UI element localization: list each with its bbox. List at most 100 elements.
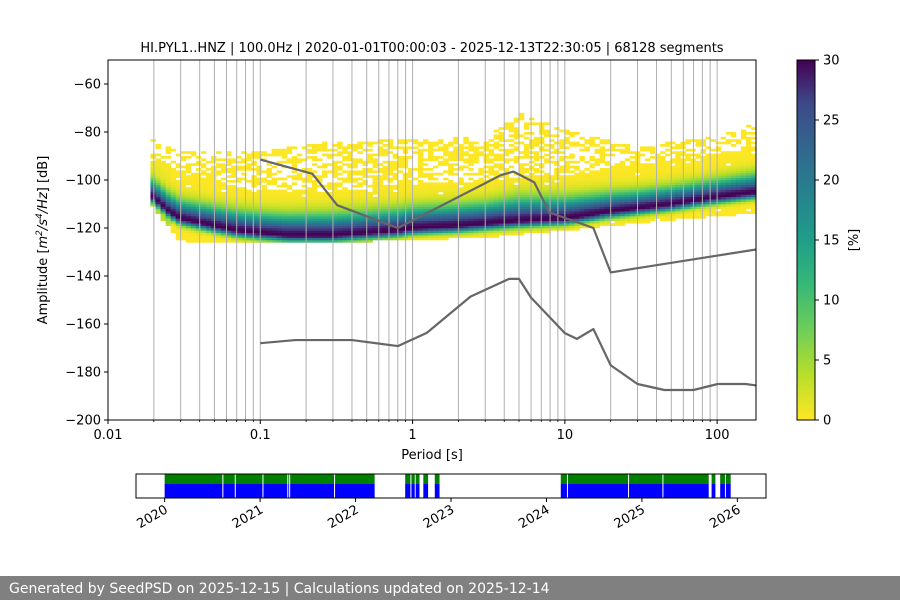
- psd-density-cell: [347, 240, 353, 243]
- psd-density-cell: [574, 141, 580, 145]
- psd-density-cell: [594, 148, 600, 152]
- psd-density-cell: [352, 216, 358, 219]
- psd-density-cell: [160, 206, 166, 210]
- psd-density-cell: [493, 144, 500, 147]
- psd-density-cell: [251, 235, 257, 238]
- psd-density-cell: [271, 232, 278, 236]
- psd-density-cell: [382, 208, 389, 212]
- psd-density-cell: [175, 170, 182, 174]
- psd-density-cell: [180, 192, 187, 195]
- psd-density-cell: [589, 223, 595, 226]
- psd-density-cell: [397, 146, 404, 150]
- psd-density-cell: [362, 172, 368, 176]
- psd-density-cell: [362, 199, 368, 202]
- psd-density-cell: [372, 182, 378, 186]
- psd-density-cell: [407, 146, 414, 150]
- psd-density-cell: [236, 208, 242, 212]
- psd-density-cell: [387, 151, 394, 154]
- psd-density-cell: [523, 168, 530, 171]
- psd-density-cell: [246, 240, 252, 243]
- psd-density-cell: [569, 160, 575, 164]
- psd-density-cell: [337, 153, 343, 157]
- psd-density-cell: [271, 165, 278, 169]
- psd-density-cell: [332, 211, 338, 214]
- psd-density-cell: [695, 156, 701, 159]
- psd-density-cell: [725, 189, 732, 193]
- psd-density-cell: [226, 170, 232, 174]
- psd-density-cell: [170, 206, 177, 210]
- psd-density-cell: [422, 235, 429, 238]
- psd-density-cell: [493, 146, 500, 150]
- psd-density-cell: [357, 232, 363, 236]
- psd-density-cell: [569, 220, 575, 224]
- psd-density-cell: [498, 153, 505, 157]
- psd-density-cell: [211, 160, 217, 164]
- psd-density-cell: [579, 218, 585, 222]
- psd-density-cell: [342, 177, 348, 181]
- psd-density-cell: [564, 182, 570, 186]
- psd-density-cell: [170, 172, 177, 176]
- psd-density-cell: [372, 175, 378, 178]
- psd-density-cell: [624, 206, 631, 210]
- psd-density-cell: [660, 194, 666, 198]
- psd-density-cell: [241, 172, 247, 176]
- psd-density-cell: [665, 201, 671, 205]
- psd-density-cell: [508, 211, 515, 214]
- psd-density-cell: [619, 192, 626, 195]
- psd-density-cell: [291, 194, 298, 198]
- psd-density-cell: [710, 172, 717, 176]
- psd-density-cell: [322, 230, 328, 234]
- psd-density-cell: [276, 148, 283, 152]
- psd-density-cell: [316, 165, 323, 169]
- psd-density-cell: [448, 218, 454, 222]
- psd-density-cell: [342, 163, 348, 166]
- psd-density-cell: [342, 208, 348, 212]
- psd-density-cell: [599, 208, 606, 212]
- psd-density-cell: [347, 170, 353, 174]
- psd-density-cell: [720, 160, 727, 164]
- psd-density-cell: [226, 194, 232, 198]
- psd-density-cell: [372, 180, 378, 183]
- psd-density-cell: [579, 180, 585, 183]
- psd-density-cell: [185, 199, 192, 202]
- psd-density-cell: [569, 213, 575, 217]
- psd-density-cell: [226, 225, 232, 229]
- psd-density-cell: [306, 204, 313, 207]
- psd-density-cell: [564, 194, 570, 198]
- psd-density-cell: [291, 170, 298, 174]
- psd-density-cell: [483, 220, 489, 224]
- psd-density-cell: [554, 168, 560, 171]
- psd-density-cell: [493, 192, 500, 195]
- psd-density-cell: [665, 184, 671, 188]
- psd-density-cell: [261, 177, 267, 181]
- psd-density-cell: [266, 213, 272, 217]
- psd-density-cell: [271, 189, 278, 193]
- psd-density-cell: [226, 232, 232, 236]
- psd-density-cell: [705, 172, 711, 176]
- psd-density-cell: [483, 216, 489, 219]
- psd-density-cell: [367, 201, 373, 205]
- psd-density-cell: [377, 223, 383, 226]
- psd-density-cell: [211, 168, 217, 171]
- psd-density-cell: [518, 172, 525, 176]
- psd-density-cell: [745, 146, 752, 150]
- psd-density-cell: [236, 223, 242, 226]
- psd-density-cell: [554, 201, 560, 205]
- psd-density-cell: [463, 172, 469, 176]
- psd-density-cell: [463, 211, 469, 214]
- psd-density-cell: [518, 223, 525, 226]
- psd-density-cell: [715, 196, 722, 200]
- psd-density-cell: [745, 187, 752, 190]
- psd-density-cell: [256, 223, 262, 226]
- psd-density-cell: [251, 213, 257, 217]
- psd-density-cell: [498, 144, 505, 147]
- psd-density-cell: [221, 218, 227, 222]
- psd-density-cell: [236, 177, 242, 181]
- psd-density-cell: [241, 160, 247, 164]
- psd-density-cell: [478, 220, 484, 224]
- psd-density-cell: [730, 187, 737, 190]
- psd-density-cell: [544, 153, 550, 157]
- psd-density-cell: [337, 146, 343, 150]
- psd-density-cell: [518, 117, 525, 121]
- psd-density-cell: [473, 141, 479, 145]
